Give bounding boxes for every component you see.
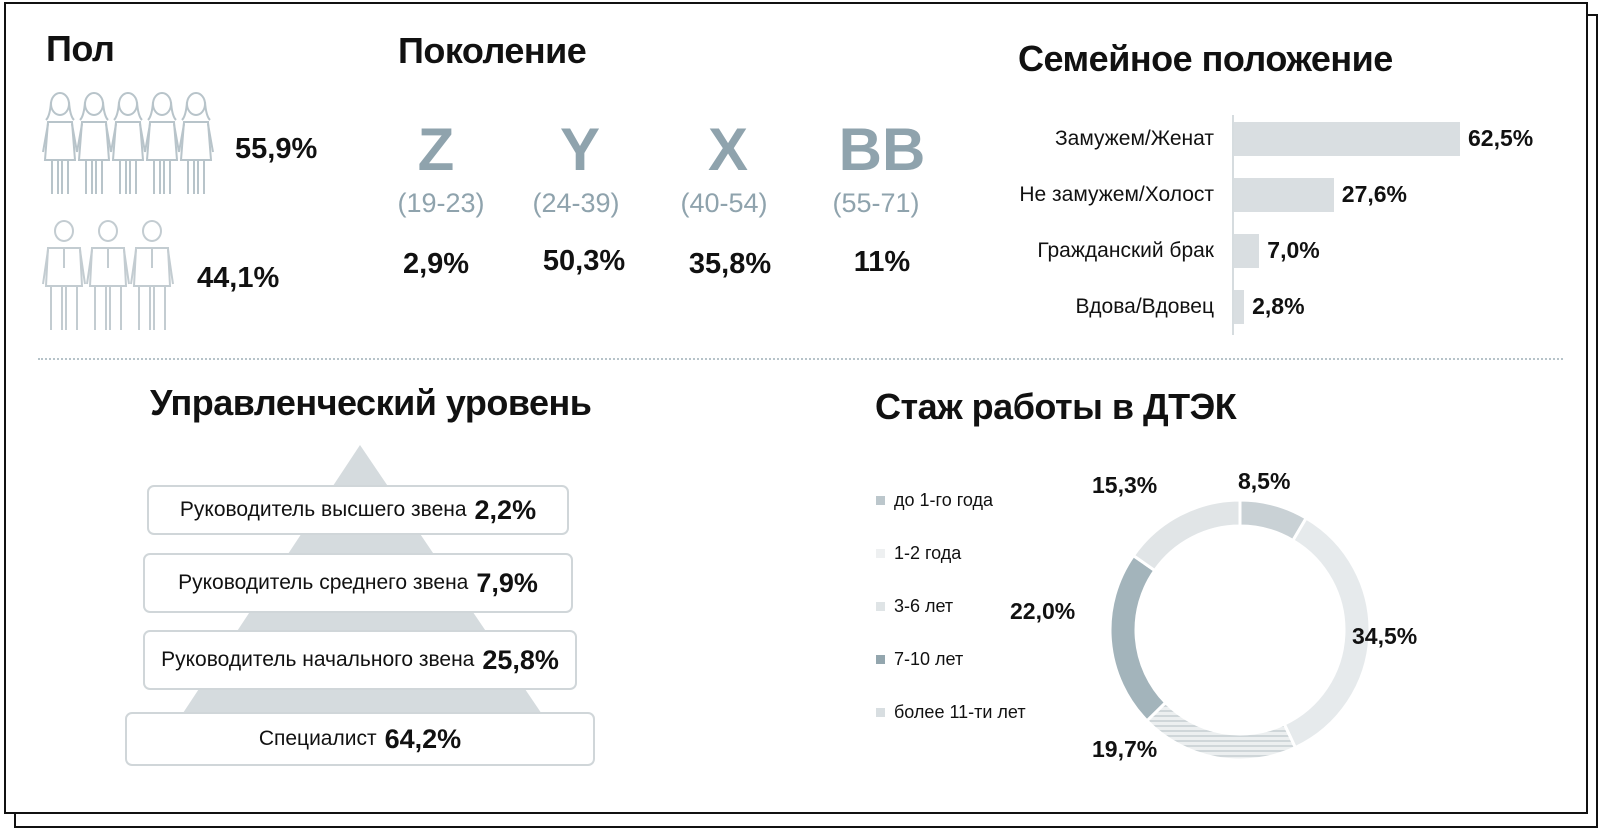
generation-letter: Y — [559, 116, 601, 183]
legend-label: 1-2 года — [894, 543, 962, 563]
generation-letter: X — [707, 116, 749, 183]
legend-label: более 11-ти лет — [894, 702, 1026, 722]
bar-axis — [1232, 115, 1234, 335]
bar-category-label: Гражданский брак — [1037, 239, 1214, 262]
donut-value-label: 34,5% — [1352, 623, 1418, 649]
donut-segment — [1144, 700, 1298, 762]
level-value: 2,2% — [474, 494, 537, 525]
generation-title: Поколение — [398, 30, 587, 71]
donut-value-label: 22,0% — [1010, 598, 1076, 624]
gender-title: Пол — [46, 28, 115, 69]
female-figures-icon — [42, 92, 214, 195]
bar-value-label: 7,0% — [1267, 237, 1320, 263]
level-value: 7,9% — [476, 567, 538, 598]
level-middle-management: Руководитель среднего звена 7,9% — [143, 553, 573, 613]
generation-range: (19-23) — [397, 188, 485, 218]
level-label: Руководитель начального звена — [161, 648, 475, 671]
generation-value: 11% — [853, 246, 911, 278]
generation-value: 50,3% — [542, 245, 626, 277]
generation-value: 2,9% — [402, 248, 470, 280]
bar-value-label: 2,8% — [1252, 293, 1305, 319]
legend-swatch — [876, 655, 885, 664]
bar-value-label: 62,5% — [1468, 125, 1534, 151]
generation-range: (55-71) — [832, 188, 920, 218]
legend-swatch — [876, 549, 885, 558]
level-top-management: Руководитель высшего звена 2,2% — [147, 485, 569, 535]
female-percent: 55,9% — [235, 133, 318, 165]
level-junior-management: Руководитель начального звена 25,8% — [143, 630, 577, 690]
male-percent: 44,1% — [197, 262, 280, 294]
legend-swatch — [876, 708, 885, 717]
generation-range: (40-54) — [680, 188, 768, 218]
section-divider — [38, 358, 1563, 360]
male-figures-icon — [42, 220, 174, 331]
level-label: Руководитель среднего звена — [178, 571, 469, 594]
legend-label: 3-6 лет — [894, 596, 954, 616]
level-label: Специалист — [258, 727, 377, 750]
generation-letter: Z — [417, 116, 455, 183]
tenure-chart-title: Стаж работы в ДТЭК — [875, 386, 1237, 427]
legend-swatch — [876, 602, 885, 611]
legend-label: 7-10 лет — [894, 649, 964, 669]
legend-item: 3-6 лет — [876, 596, 953, 617]
legend-item: 1-2 года — [876, 543, 961, 564]
legend-item: более 11-ти лет — [876, 702, 1026, 723]
donut-segment — [1108, 553, 1168, 723]
bar — [1234, 178, 1334, 212]
level-specialist: Специалист 64,2% — [125, 712, 595, 766]
tenure-donut-chart — [1108, 498, 1372, 762]
bar — [1234, 122, 1460, 156]
donut-segment — [1131, 498, 1242, 573]
bar-value-label: 27,6% — [1341, 181, 1408, 207]
bar — [1234, 234, 1260, 268]
generation-range: (24-39) — [532, 188, 620, 218]
donut-value-label: 19,7% — [1092, 736, 1158, 762]
generation-value: 35,8% — [688, 248, 772, 280]
bar — [1234, 290, 1245, 324]
level-label: Руководитель высшего звена — [179, 498, 467, 521]
management-title: Управленческий уровень — [150, 382, 592, 423]
level-value: 64,2% — [384, 723, 462, 754]
legend-item: до 1-го года — [876, 490, 993, 511]
legend-swatch — [876, 496, 885, 505]
bar-category-label: Замужем/Женат — [1054, 127, 1214, 150]
bar-category-label: Вдова/Вдовец — [1075, 295, 1214, 318]
donut-value-label: 15,3% — [1092, 472, 1158, 498]
level-value: 25,8% — [482, 644, 559, 675]
bar-category-label: Не замужем/Холост — [1019, 183, 1214, 206]
marital-chart-title: Семейное положение — [1018, 38, 1393, 79]
generation-letter: BB — [838, 116, 926, 183]
legend-item: 7-10 лет — [876, 649, 963, 670]
legend-label: до 1-го года — [894, 490, 993, 510]
donut-value-label: 8,5% — [1238, 468, 1291, 494]
